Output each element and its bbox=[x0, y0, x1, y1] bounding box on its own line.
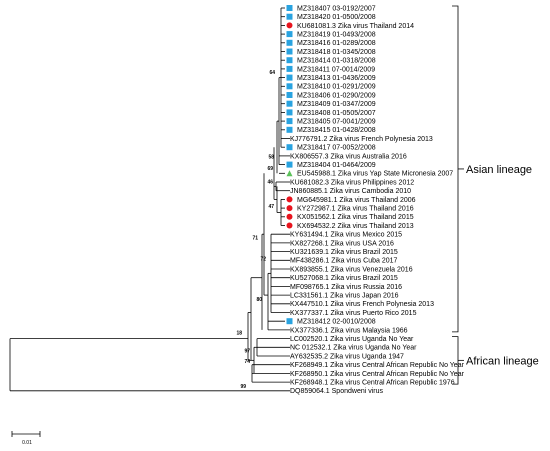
taxon-label: MZ318407 03-0192/2007 bbox=[297, 5, 376, 12]
taxon-label: MZ318414 01-0318/2008 bbox=[297, 58, 376, 65]
taxon-label: KJ776791.2 Zika virus French Polynesia 2… bbox=[290, 136, 433, 143]
taxon-label: KX893855.1 Zika virus Venezuela 2016 bbox=[290, 266, 413, 273]
bootstrap-value: 72 bbox=[260, 256, 266, 262]
taxon-label: DQ859064.1 Spondweni virus bbox=[290, 388, 384, 395]
taxon-label: MG645981.1 Zika virus Thailand 2006 bbox=[297, 197, 416, 204]
taxon-label: KX051562.1 Zika virus Thailand 2015 bbox=[297, 214, 414, 221]
square-marker bbox=[286, 100, 293, 107]
square-marker bbox=[286, 109, 293, 116]
taxon-label: KX377337.1 Zika virus Puerto Rico 2015 bbox=[290, 310, 417, 317]
square-marker bbox=[286, 144, 293, 151]
taxon-labels: MZ318407 03-0192/2007 MZ318420 01-0500/20… bbox=[290, 5, 465, 395]
taxon-label: MZ318410 01-0291/2009 bbox=[297, 84, 376, 91]
circle-marker bbox=[286, 22, 293, 29]
square-marker bbox=[286, 31, 293, 38]
circle-marker bbox=[286, 196, 293, 203]
lineage-bracket bbox=[452, 5, 459, 333]
circle-marker bbox=[286, 222, 293, 229]
taxon-label: MZ318415 01-0428/2008 bbox=[297, 127, 376, 134]
taxon-label: MZ318419 01-0493/2008 bbox=[297, 32, 376, 39]
scale-bar-label: 0.01 bbox=[22, 440, 32, 446]
triangle-marker bbox=[286, 170, 293, 177]
square-marker bbox=[286, 48, 293, 55]
bootstrap-value: 97 bbox=[244, 349, 250, 355]
taxon-label: KU681081.3 Zika virus Thailand 2014 bbox=[297, 23, 414, 30]
taxon-label: KU681082.3 Zika virus Philippines 2012 bbox=[290, 179, 414, 186]
taxon-label: MZ318404 01-0464/2009 bbox=[297, 162, 376, 169]
taxon-label: AY632535.2 Zika virus Uganda 1947 bbox=[290, 353, 404, 360]
taxon-label: NC 012532.1 Zika virus Uganda No Year bbox=[290, 345, 417, 352]
bootstrap-value: 74 bbox=[244, 359, 250, 365]
circle-marker bbox=[286, 213, 293, 220]
taxon-label: KF268948.1 Zika virus Central African Re… bbox=[290, 380, 455, 387]
circle-marker bbox=[286, 205, 293, 212]
taxon-label: KY631494.1 Zika virus Mexico 2015 bbox=[290, 232, 402, 239]
taxon-label: MZ318420 01-0500/2008 bbox=[297, 14, 376, 21]
taxon-label: EU545988.1 Zika virus Yap State Micrones… bbox=[297, 171, 453, 178]
taxon-markers bbox=[286, 5, 293, 325]
taxon-label: MZ318418 01-0345/2008 bbox=[297, 49, 376, 56]
tree-branches bbox=[9, 7, 290, 392]
taxon-label: KX694532.2 Zika virus Thailand 2013 bbox=[297, 223, 414, 230]
taxon-label: LC002520.1 Zika virus Uganda No Year bbox=[290, 336, 414, 343]
scale-bar: 0.01 bbox=[11, 431, 41, 446]
bootstrap-value: 58 bbox=[268, 155, 274, 161]
taxon-label: MZ318416 01-0289/2008 bbox=[297, 40, 376, 47]
taxon-label: MZ318412 02-0010/2008 bbox=[297, 319, 376, 326]
square-marker bbox=[286, 13, 293, 20]
taxon-label: KU321639.1 Zika virus Brazil 2015 bbox=[290, 249, 398, 256]
lineage-label: Asian lineage bbox=[466, 164, 532, 176]
taxon-label: KX806557.3 Zika virus Australia 2016 bbox=[290, 153, 407, 160]
taxon-label: KF268950.1 Zika virus Central African Re… bbox=[290, 371, 465, 378]
square-marker bbox=[286, 92, 293, 98]
square-marker bbox=[286, 39, 293, 46]
bootstrap-value: 99 bbox=[240, 384, 246, 390]
taxon-label: MF098765.1 Zika virus Russia 2016 bbox=[290, 284, 402, 291]
bootstrap-value: 47 bbox=[268, 204, 274, 210]
square-marker bbox=[286, 126, 293, 133]
bootstrap-value: 64 bbox=[269, 70, 275, 76]
square-marker bbox=[286, 118, 293, 125]
square-marker bbox=[286, 74, 293, 81]
taxon-label: KX447510.1 Zika virus French Polynesia 2… bbox=[290, 301, 434, 308]
taxon-label: MZ318405 07-0041/2009 bbox=[297, 119, 376, 126]
square-marker bbox=[286, 161, 293, 168]
taxon-label: MF438286.1 Zika virus Cuba 2017 bbox=[290, 258, 397, 265]
taxon-label: KU527068.1 Zika virus Brazil 2015 bbox=[290, 275, 398, 282]
taxon-label: MZ318406 01-0290/2009 bbox=[297, 92, 376, 99]
taxon-label: JN860885.1 Zika virus Cambodia 2010 bbox=[290, 188, 411, 195]
bootstrap-value: 46 bbox=[267, 180, 273, 186]
lineage-brackets: Asian lineage African lineage bbox=[452, 5, 539, 385]
bootstrap-value: 18 bbox=[236, 330, 242, 336]
bootstrap-value: 80 bbox=[256, 297, 262, 303]
taxon-label: MZ318409 01-0347/2009 bbox=[297, 101, 376, 108]
taxon-label: MZ318417 07-0052/2008 bbox=[297, 145, 376, 152]
square-marker bbox=[286, 57, 293, 64]
taxon-label: KX377336.1 Zika virus Malaysia 1966 bbox=[290, 327, 408, 334]
bootstrap-value: 69 bbox=[267, 166, 273, 172]
bootstrap-values: 64 58 69 46 47 71 72 80 18 97 74 99 bbox=[236, 70, 275, 390]
lineage-label: African lineage bbox=[466, 355, 539, 367]
taxon-label: KX827268.1 Zika virus USA 2016 bbox=[290, 240, 394, 247]
taxon-label: MZ318411 07-0014/2009 bbox=[297, 66, 375, 73]
taxon-label: KY272987.1 Zika virus Thailand 2016 bbox=[297, 206, 414, 213]
square-marker bbox=[286, 65, 293, 72]
square-marker bbox=[286, 5, 293, 11]
taxon-label: MZ318408 01-0505/2007 bbox=[297, 110, 376, 117]
taxon-label: MZ318413 01-0436/2009 bbox=[297, 75, 376, 82]
bootstrap-value: 71 bbox=[252, 235, 258, 241]
square-marker bbox=[286, 318, 293, 325]
taxon-label: LC331561.1 Zika virus Japan 2016 bbox=[290, 293, 399, 300]
square-marker bbox=[286, 83, 293, 90]
taxon-label: KF268949.1 Zika virus Central African Re… bbox=[290, 362, 465, 369]
